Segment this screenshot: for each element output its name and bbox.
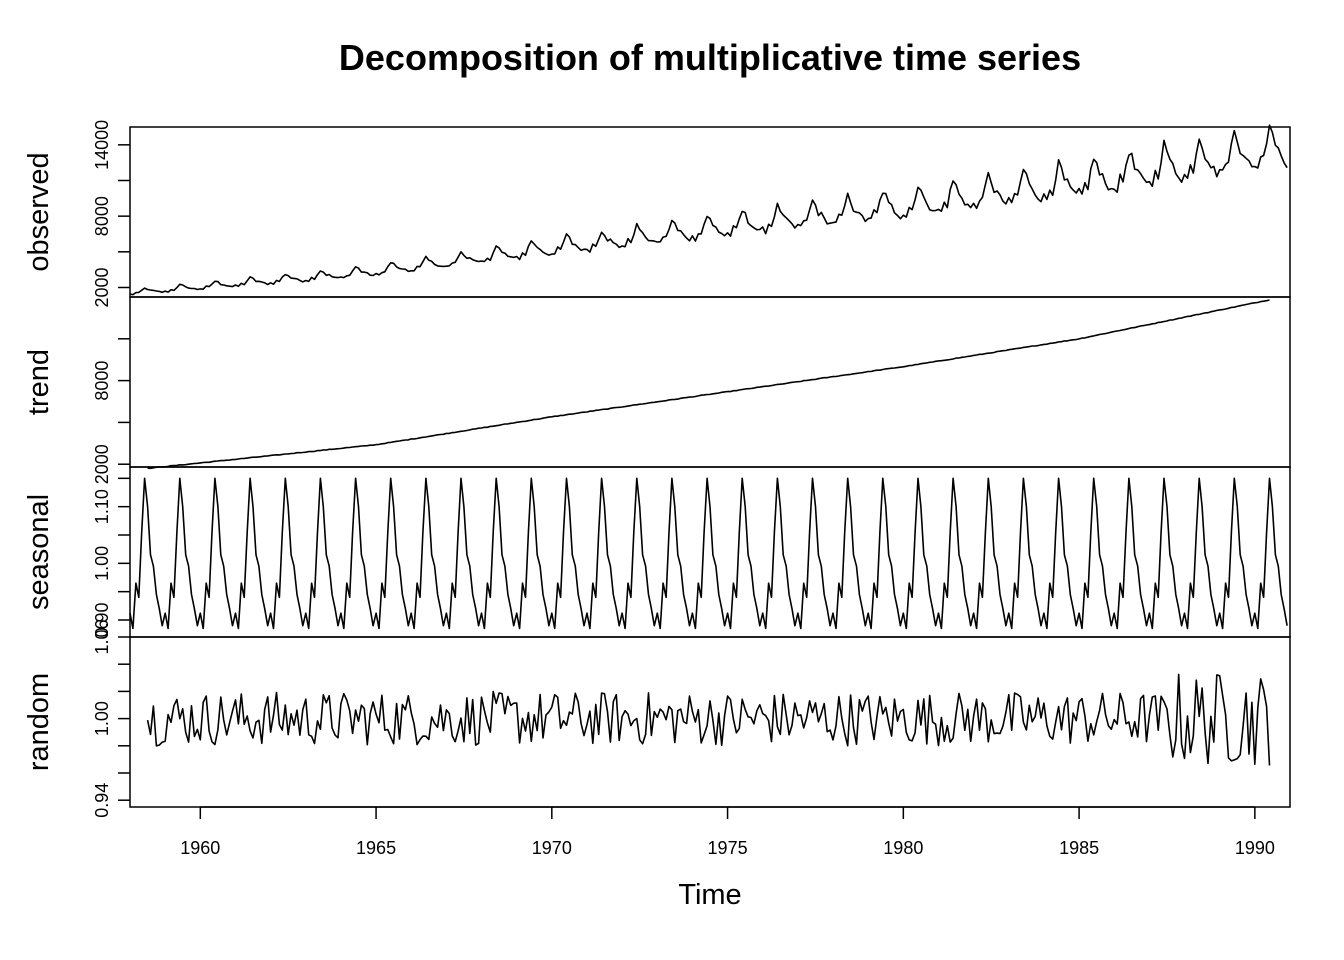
panel-trend: 2000 8000 trend [23,296,1291,484]
panel-random: 0.94 1.00 1.06 random [23,619,1291,818]
ytick-label-seasonal: 1.00 [92,546,112,581]
panels-group: 2000800014000observed20008000trend0.901.… [23,120,1291,818]
chart-title: Decomposition of multiplicative time ser… [339,37,1081,78]
xtick-label: 1965 [356,838,396,858]
series-seasonal [129,477,1288,630]
xtick-label: 1985 [1059,838,1099,858]
ytick-label-seasonal: 0.90 [92,602,112,637]
x-axis: 1960 1965 1970 1975 1980 1985 1990 [180,806,1275,858]
ytick-label-trend: 8000 [92,361,112,401]
series-random [146,673,1271,766]
ytick-label-observed: 2000 [92,267,112,307]
ylabel-random: random [23,673,55,771]
ylabel-trend: trend [23,349,55,415]
panel-frame-trend [129,296,1291,468]
ytick-label-random: 1.00 [92,701,112,736]
series-observed [129,124,1288,296]
xtick-label: 1990 [1235,838,1275,858]
ytick-label-observed: 8000 [92,196,112,236]
series-trend [147,299,1270,470]
xtick-label: 1970 [532,838,572,858]
ylabel-observed: observed [23,152,55,271]
panel-seasonal: 0.90 1.00 1.10 seasonal [23,466,1291,638]
x-axis-label: Time [678,879,741,911]
ytick-label-observed: 14000 [92,120,112,170]
panel-frame-seasonal [129,466,1291,638]
panel-frame-observed [129,126,1291,298]
ytick-label-trend: 2000 [92,444,112,484]
ytick-label-random: 0.94 [92,783,112,818]
xtick-label: 1960 [180,838,220,858]
xtick-label: 1980 [883,838,923,858]
panel-observed: 2000 8000 14000 observed [23,120,1291,308]
ytick-label-seasonal: 1.10 [92,489,112,524]
xtick-label: 1975 [708,838,748,858]
ytick-label-random: 1.06 [92,619,112,654]
ylabel-seasonal: seasonal [23,494,55,610]
